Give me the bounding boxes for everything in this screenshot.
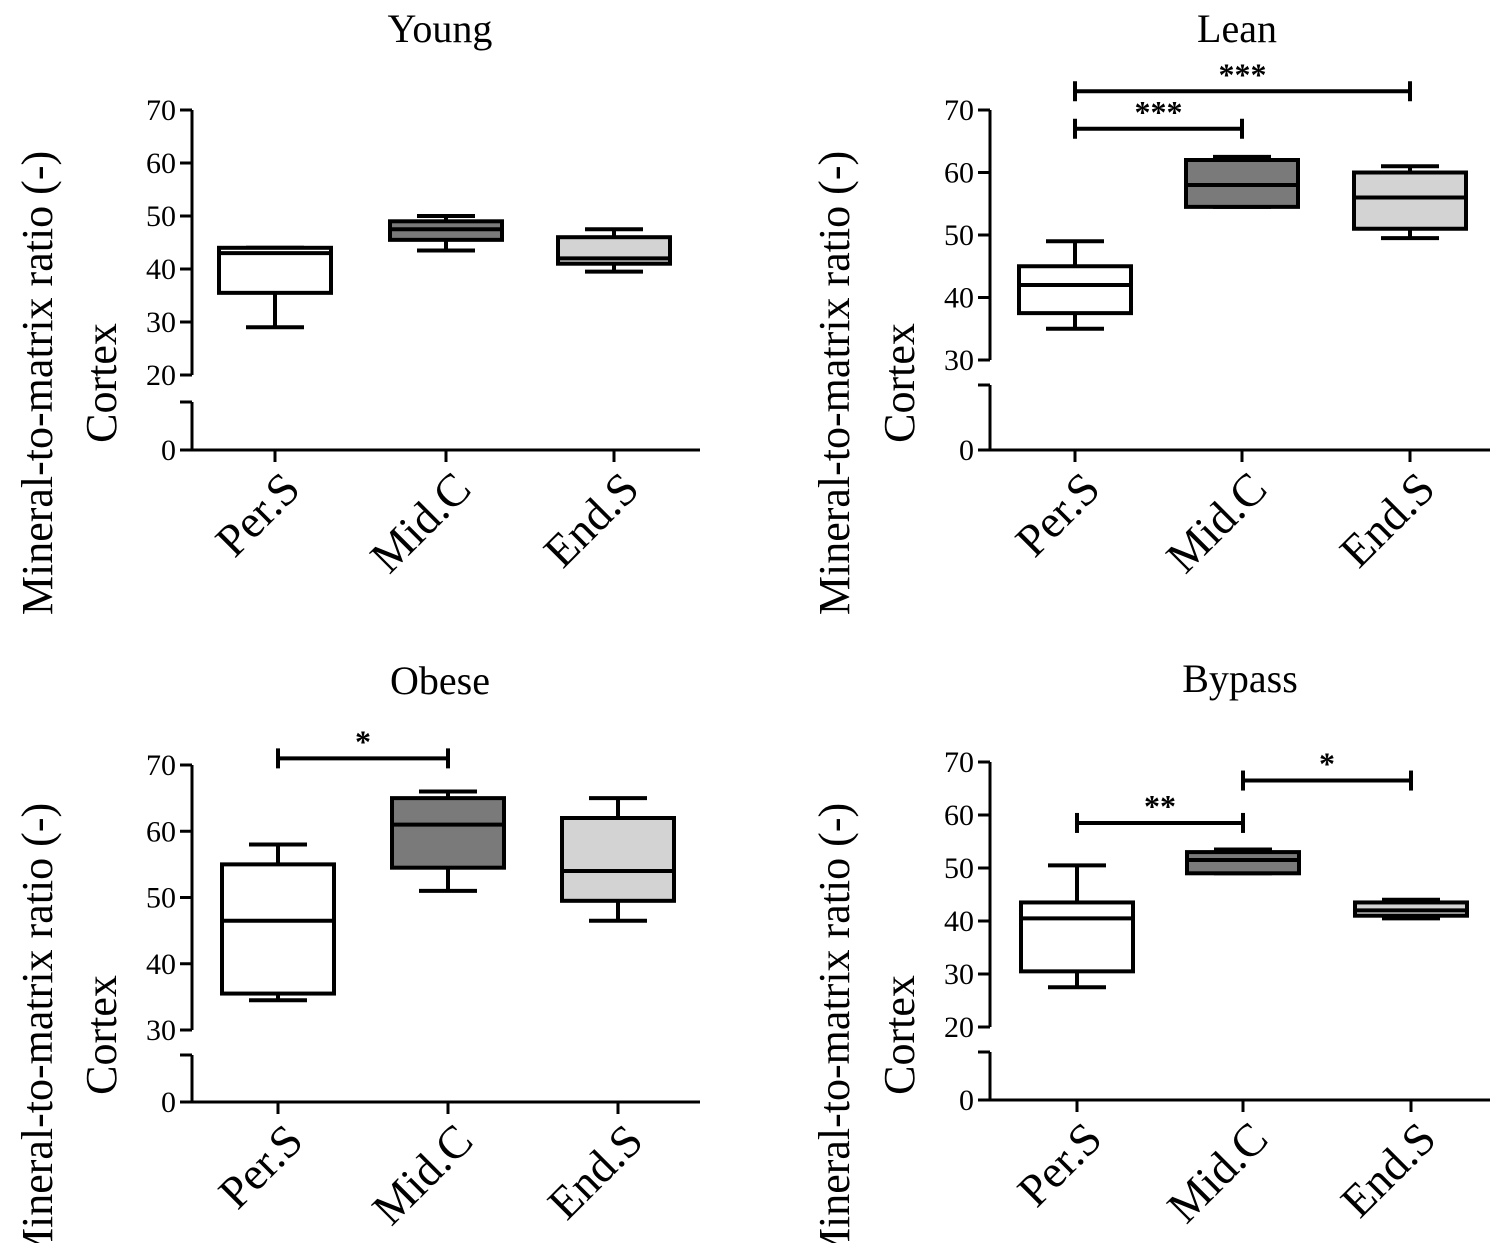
x-category-label: Per.S bbox=[1008, 1112, 1112, 1216]
y-tick-label: 30 bbox=[146, 306, 176, 339]
box-per-s bbox=[1019, 863, 1135, 990]
significance-label: * bbox=[355, 723, 371, 759]
significance-label: * bbox=[1319, 746, 1335, 782]
box-per-s bbox=[1017, 239, 1133, 331]
box-iqr bbox=[1017, 264, 1133, 316]
y-tick-label: 30 bbox=[944, 344, 974, 377]
significance-bracket: * bbox=[276, 723, 450, 769]
box-mid-c bbox=[388, 214, 504, 253]
y-tick-label: 20 bbox=[944, 1011, 974, 1044]
y-tick-label: 50 bbox=[146, 200, 176, 233]
box-mid-c bbox=[390, 789, 506, 893]
y-tick-label: 20 bbox=[146, 359, 176, 392]
y-tick-label: 60 bbox=[944, 799, 974, 832]
y-tick-label: 0 bbox=[161, 434, 176, 467]
x-category-label: End.S bbox=[538, 1114, 653, 1229]
panel-title: Obese bbox=[390, 658, 490, 703]
significance-bracket: *** bbox=[1073, 56, 1412, 102]
panel-lean: Lean Mineral-to-matrix ratio (-) Cortex 30 4… bbox=[810, 6, 1490, 615]
y-axis-label-cortex: Cortex bbox=[875, 975, 924, 1095]
x-category-label: Mid.C bbox=[360, 462, 480, 582]
box-iqr bbox=[560, 816, 676, 903]
panel-young: Young Mineral-to-matrix ratio (-) Cortex 20… bbox=[13, 6, 700, 615]
box-end-s bbox=[1353, 897, 1469, 921]
y-tick-label: 50 bbox=[944, 219, 974, 252]
y-tick-label: 0 bbox=[959, 1084, 974, 1117]
box-iqr bbox=[1352, 170, 1468, 231]
x-category-label: Mid.C bbox=[362, 1114, 482, 1234]
y-axis-label: Mineral-to-matrix ratio (-) bbox=[810, 151, 859, 615]
y-tick-label: 30 bbox=[146, 1014, 176, 1047]
box-per-s bbox=[217, 245, 333, 330]
x-category-label: Per.S bbox=[209, 1114, 313, 1218]
box-end-s bbox=[1352, 164, 1468, 241]
y-tick-label: 60 bbox=[146, 815, 176, 848]
y-tick-label: 70 bbox=[944, 94, 974, 127]
y-tick-label: 40 bbox=[146, 948, 176, 981]
significance-label: ** bbox=[1144, 788, 1176, 824]
box-end-s bbox=[556, 227, 672, 274]
y-tick-label: 50 bbox=[944, 852, 974, 885]
box-iqr bbox=[1019, 900, 1135, 974]
y-tick-label: 50 bbox=[146, 882, 176, 915]
x-category-label: Mid.C bbox=[1156, 462, 1276, 582]
y-axis-label-cortex: Cortex bbox=[875, 323, 924, 443]
x-category-label: Per.S bbox=[1006, 462, 1110, 566]
box-per-s bbox=[220, 842, 336, 1003]
x-category-label: End.S bbox=[1330, 462, 1445, 577]
significance-label: *** bbox=[1219, 56, 1267, 92]
y-tick-label: 0 bbox=[959, 434, 974, 467]
box-iqr bbox=[220, 862, 336, 996]
y-axis-label-cortex: Cortex bbox=[77, 975, 126, 1095]
box-iqr bbox=[1185, 850, 1301, 876]
y-axis-label: Mineral-to-matrix ratio (-) bbox=[810, 803, 859, 1243]
significance-bracket: ** bbox=[1075, 788, 1245, 833]
x-category-label: Mid.C bbox=[1157, 1112, 1277, 1232]
y-tick-label: 60 bbox=[146, 147, 176, 180]
box-mid-c bbox=[1184, 154, 1300, 209]
y-tick-label: 30 bbox=[944, 958, 974, 991]
x-category-label: End.S bbox=[534, 462, 649, 577]
significance-label: *** bbox=[1135, 94, 1183, 130]
panel-bypass: Bypass Mineral-to-matrix ratio (-) Cortex 2… bbox=[810, 656, 1490, 1243]
y-tick-label: 70 bbox=[944, 746, 974, 779]
y-tick-label: 70 bbox=[146, 749, 176, 782]
y-tick-label: 40 bbox=[944, 905, 974, 938]
significance-bracket: *** bbox=[1073, 94, 1244, 139]
panel-obese: Obese Mineral-to-matrix ratio (-) Cortex 30… bbox=[13, 658, 700, 1243]
y-axis-label: Mineral-to-matrix ratio (-) bbox=[13, 151, 62, 615]
y-axis-label-cortex: Cortex bbox=[77, 323, 126, 443]
box-iqr bbox=[390, 796, 506, 870]
y-tick-label: 0 bbox=[161, 1086, 176, 1119]
y-tick-label: 60 bbox=[944, 157, 974, 190]
significance-bracket: * bbox=[1241, 746, 1413, 791]
box-end-s bbox=[560, 796, 676, 923]
box-iqr bbox=[217, 245, 333, 295]
panel-title: Bypass bbox=[1182, 656, 1298, 701]
y-axis-label: Mineral-to-matrix ratio (-) bbox=[13, 803, 62, 1243]
x-category-label: Per.S bbox=[206, 462, 310, 566]
y-tick-label: 40 bbox=[944, 282, 974, 315]
y-tick-label: 70 bbox=[146, 94, 176, 127]
y-tick-label: 40 bbox=[146, 253, 176, 286]
box-mid-c bbox=[1185, 847, 1301, 876]
panel-title: Young bbox=[388, 6, 493, 51]
panel-title: Lean bbox=[1197, 6, 1277, 51]
x-category-label: End.S bbox=[1331, 1112, 1446, 1227]
